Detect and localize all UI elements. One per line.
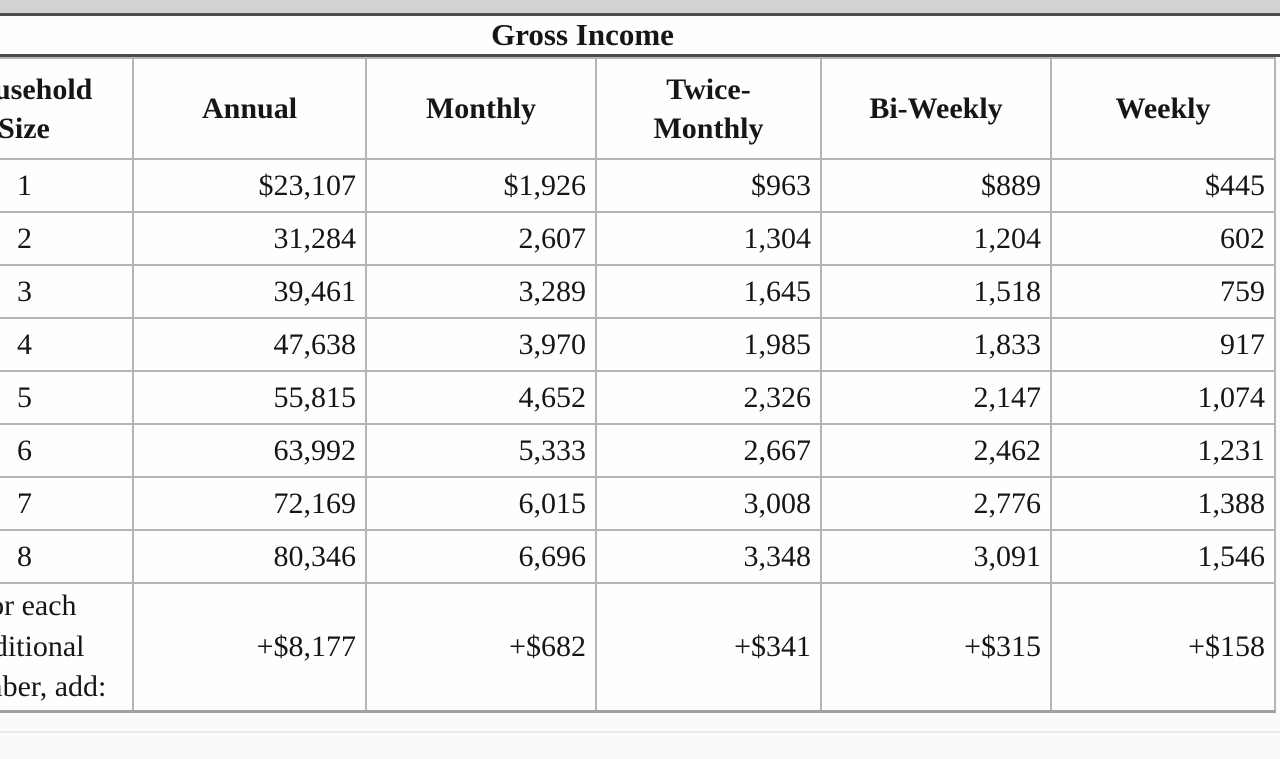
table-row: 6 63,992 5,333 2,667 2,462 1,231 (0, 423, 1276, 478)
additional-member-label: For each additional member, add: (0, 582, 134, 712)
cell-annual: 80,346 (132, 529, 367, 584)
cell-weekly: 1,388 (1050, 476, 1276, 531)
column-header-annual: Annual (132, 57, 367, 160)
cell-bi-weekly: 1,833 (820, 317, 1052, 372)
column-header-monthly: Monthly (365, 57, 597, 160)
cell-monthly: 2,607 (365, 211, 597, 266)
additional-member-label-line: For each (0, 589, 77, 622)
cell-weekly: 1,231 (1050, 423, 1276, 478)
bottom-divider-line (0, 731, 1280, 733)
column-header-line: Monthly (653, 111, 764, 145)
cell-twice-monthly: 1,304 (595, 211, 822, 266)
cell-monthly: 6,015 (365, 476, 597, 531)
cell-twice-monthly: 3,008 (595, 476, 822, 531)
cell-household-size: 5 (0, 370, 134, 425)
cell-weekly: 759 (1050, 264, 1276, 319)
cell-monthly: 6,696 (365, 529, 597, 584)
cell-annual: 63,992 (132, 423, 367, 478)
cell-annual: 39,461 (132, 264, 367, 319)
cell-household-size: 8 (0, 529, 134, 584)
table-row: 3 39,461 3,289 1,645 1,518 759 (0, 264, 1276, 319)
cell-monthly-additional: +$682 (365, 582, 597, 712)
cell-twice-monthly: $963 (595, 158, 822, 213)
cell-monthly: 3,970 (365, 317, 597, 372)
column-header-line: Household (0, 72, 93, 106)
cell-annual: $23,107 (132, 158, 367, 213)
cell-household-size: 4 (0, 317, 134, 372)
table-row: 1 $23,107 $1,926 $963 $889 $445 (0, 158, 1276, 213)
cell-weekly: 1,546 (1050, 529, 1276, 584)
additional-member-row: For each additional member, add: +$8,177… (0, 582, 1276, 712)
table-title: Gross Income (0, 13, 1280, 57)
table-row: 2 31,284 2,607 1,304 1,204 602 (0, 211, 1276, 266)
cell-twice-monthly: 3,348 (595, 529, 822, 584)
column-header-bi-weekly: Bi-Weekly (820, 57, 1052, 160)
cell-household-size: 6 (0, 423, 134, 478)
cell-household-size: 7 (0, 476, 134, 531)
cell-bi-weekly: 2,776 (820, 476, 1052, 531)
table-row: 7 72,169 6,015 3,008 2,776 1,388 (0, 476, 1276, 531)
cell-weekly: 1,074 (1050, 370, 1276, 425)
cell-weekly: 602 (1050, 211, 1276, 266)
cell-bi-weekly: 1,204 (820, 211, 1052, 266)
cell-weekly: 917 (1050, 317, 1276, 372)
header-row: Household Size Annual Monthly Twice- Mon… (0, 57, 1276, 160)
cell-weekly: $445 (1050, 158, 1276, 213)
cell-annual-additional: +$8,177 (132, 582, 367, 712)
top-margin-band (0, 0, 1280, 13)
cell-bi-weekly-additional: +$315 (820, 582, 1052, 712)
cell-bi-weekly: 2,462 (820, 423, 1052, 478)
cell-monthly: $1,926 (365, 158, 597, 213)
column-header-household-size: Household Size (0, 57, 134, 160)
cell-monthly: 4,652 (365, 370, 597, 425)
cell-twice-monthly: 2,326 (595, 370, 822, 425)
cell-household-size: 2 (0, 211, 134, 266)
column-header-line: Bi-Weekly (869, 92, 1003, 125)
cell-bi-weekly: 1,518 (820, 264, 1052, 319)
cell-weekly-additional: +$158 (1050, 582, 1276, 712)
column-header-line: Monthly (425, 92, 536, 125)
cell-bi-weekly: 2,147 (820, 370, 1052, 425)
gross-income-table: Household Size Annual Monthly Twice- Mon… (0, 57, 1276, 713)
cell-monthly: 5,333 (365, 423, 597, 478)
cell-twice-monthly: 2,667 (595, 423, 822, 478)
cell-twice-monthly: 1,645 (595, 264, 822, 319)
cell-annual: 72,169 (132, 476, 367, 531)
column-header-line: Weekly (1115, 92, 1211, 125)
additional-member-label-line: additional (0, 629, 85, 663)
cell-bi-weekly: $889 (820, 158, 1052, 213)
cell-annual: 31,284 (132, 211, 367, 266)
column-header-line: Twice- (666, 72, 751, 106)
table-row: 5 55,815 4,652 2,326 2,147 1,074 (0, 370, 1276, 425)
cell-annual: 55,815 (132, 370, 367, 425)
cell-bi-weekly: 3,091 (820, 529, 1052, 584)
column-header-line: Annual (201, 92, 298, 125)
column-header-weekly: Weekly (1050, 57, 1276, 160)
cell-twice-monthly-additional: +$341 (595, 582, 822, 712)
column-header-twice-monthly: Twice- Monthly (595, 57, 822, 160)
table-row: 4 47,638 3,970 1,985 1,833 917 (0, 317, 1276, 372)
column-header-line: Size (0, 111, 50, 145)
cell-monthly: 3,289 (365, 264, 597, 319)
additional-member-label-line: member, add: (0, 670, 107, 703)
cell-annual: 47,638 (132, 317, 367, 372)
cell-household-size: 1 (0, 158, 134, 213)
table-row: 8 80,346 6,696 3,348 3,091 1,546 (0, 529, 1276, 584)
cell-household-size: 3 (0, 264, 134, 319)
cell-twice-monthly: 1,985 (595, 317, 822, 372)
